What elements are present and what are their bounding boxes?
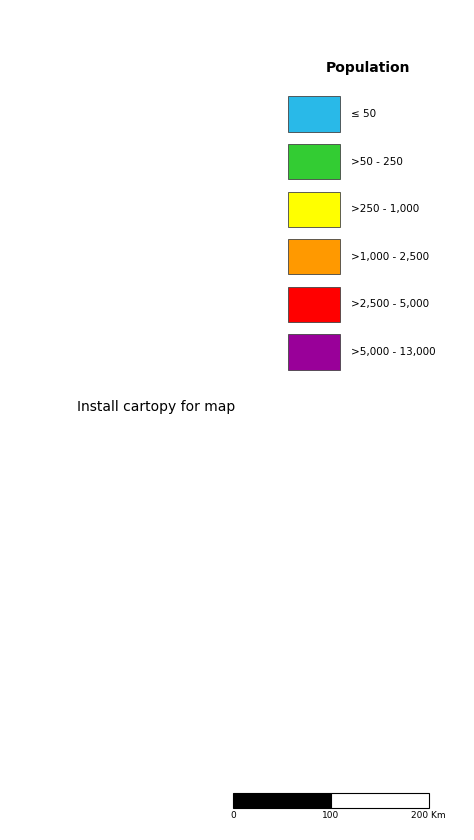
- Text: >50 - 250: >50 - 250: [351, 156, 403, 166]
- Bar: [288, 239, 340, 275]
- Text: 0: 0: [230, 811, 236, 820]
- Text: Install cartopy for map: Install cartopy for map: [77, 401, 236, 414]
- Text: 200 Km: 200 Km: [411, 811, 446, 820]
- Text: >250 - 1,000: >250 - 1,000: [351, 204, 419, 214]
- Bar: [288, 286, 340, 322]
- Bar: [233, 793, 331, 808]
- Bar: [288, 144, 340, 179]
- Text: 100: 100: [322, 811, 339, 820]
- Bar: [288, 334, 340, 370]
- Text: >5,000 - 13,000: >5,000 - 13,000: [351, 347, 436, 357]
- Text: >2,500 - 5,000: >2,500 - 5,000: [351, 299, 429, 309]
- Text: ≤ 50: ≤ 50: [351, 109, 376, 119]
- Text: >1,000 - 2,500: >1,000 - 2,500: [351, 252, 429, 262]
- Bar: [331, 793, 428, 808]
- Text: Population: Population: [325, 61, 410, 75]
- Bar: [288, 97, 340, 132]
- Bar: [288, 192, 340, 227]
